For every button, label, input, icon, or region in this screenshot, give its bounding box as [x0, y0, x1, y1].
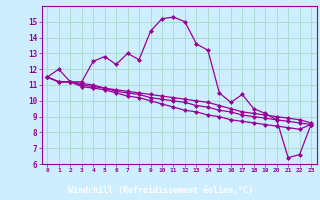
Text: Windchill (Refroidissement éolien,°C): Windchill (Refroidissement éolien,°C)	[68, 186, 252, 196]
